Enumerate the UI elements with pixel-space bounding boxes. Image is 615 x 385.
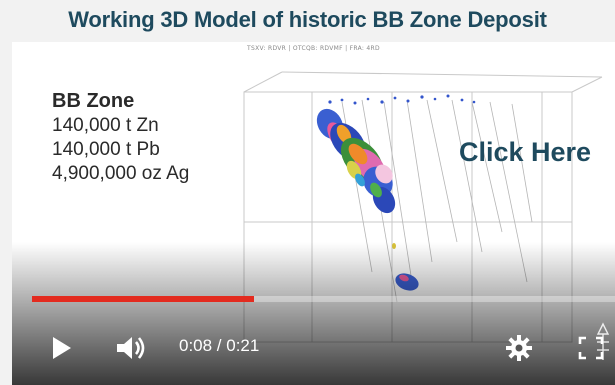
controls-gradient	[12, 242, 615, 385]
progress-bar-played	[32, 296, 255, 302]
time-display: 0:08 / 0:21	[179, 336, 260, 355]
page-title: Working 3D Model of historic BB Zone Dep…	[68, 7, 547, 32]
scene-caption: TSXV: RDVR | OTCQB: RDVMF | FRA: 4RD	[247, 45, 380, 52]
volume-button[interactable]	[112, 330, 152, 366]
settings-button[interactable]	[501, 330, 537, 366]
play-icon	[53, 337, 71, 359]
volume-icon	[117, 337, 145, 359]
3d-model-scene	[243, 71, 603, 343]
deposit-info: BB Zone 140,000 t Zn 140,000 t Pb 4,900,…	[52, 88, 189, 186]
zinc-tonnage: 140,000 t Zn	[52, 115, 159, 136]
silver-ounces: 4,900,000 oz Ag	[52, 163, 190, 184]
video-player[interactable]: TSXV: RDVR | OTCQB: RDVMF | FRA: 4RD BB …	[12, 42, 615, 385]
gear-icon	[506, 335, 532, 361]
lead-tonnage: 140,000 t Pb	[52, 139, 160, 160]
progress-bar[interactable]	[32, 296, 615, 302]
play-button[interactable]	[44, 330, 80, 366]
zone-name: BB Zone	[52, 90, 135, 112]
logo-watermark-icon	[596, 322, 610, 360]
click-here-link[interactable]: Click Here	[459, 137, 592, 167]
